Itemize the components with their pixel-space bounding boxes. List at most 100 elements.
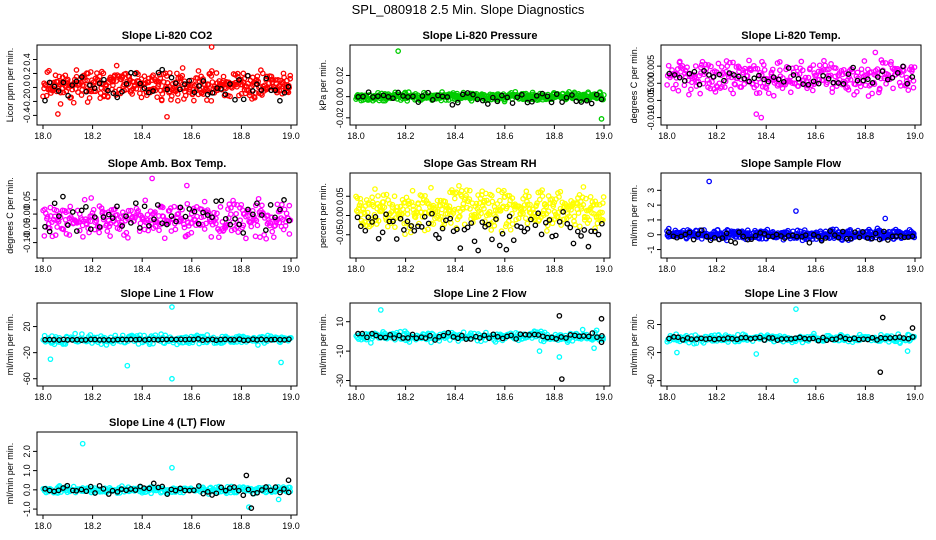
data-point <box>213 70 220 76</box>
data-point <box>449 101 456 108</box>
y-tick-label: -60 <box>646 374 656 387</box>
data-point <box>114 488 121 495</box>
data-point <box>548 99 555 106</box>
x-tick-label: 18.4 <box>133 131 151 141</box>
data-point <box>506 213 513 220</box>
data-point <box>401 227 407 233</box>
data-point <box>62 341 69 347</box>
data-point <box>825 75 832 82</box>
data-point <box>692 63 699 69</box>
data-point <box>564 220 571 227</box>
data-point <box>46 67 52 74</box>
data-point <box>413 335 420 342</box>
data-point <box>281 197 287 203</box>
data-point <box>254 222 261 229</box>
data-point <box>169 464 175 471</box>
data-point <box>96 482 103 489</box>
y-tick-label: -0.05 <box>22 218 32 239</box>
data-point <box>793 377 799 384</box>
data-point <box>810 78 817 85</box>
data-point <box>268 73 275 80</box>
x-tick-label: 18.4 <box>133 264 151 274</box>
data-point <box>244 72 251 79</box>
plot-frame <box>36 431 298 516</box>
data-point <box>199 337 206 343</box>
data-point <box>60 226 67 233</box>
data-point <box>800 81 806 87</box>
data-point <box>798 58 805 65</box>
data-point <box>286 231 293 237</box>
data-point <box>514 94 521 101</box>
data-point <box>765 78 772 85</box>
x-tick-label: 18.0 <box>347 392 365 402</box>
data-point <box>600 194 607 200</box>
data-point <box>820 72 826 79</box>
data-point <box>718 64 725 70</box>
data-point <box>161 235 168 242</box>
data-point <box>405 335 411 341</box>
data-point <box>254 200 260 207</box>
data-point <box>47 356 54 363</box>
data-point <box>253 217 260 224</box>
data-point <box>128 207 134 214</box>
data-point <box>235 229 241 236</box>
x-tick-label: 18.2 <box>397 131 415 141</box>
data-point <box>73 228 80 234</box>
data-point <box>404 218 411 225</box>
data-point <box>464 90 471 96</box>
y-axis-label: Licor ppm per min. <box>5 48 15 123</box>
series-all <box>664 49 918 121</box>
data-point <box>529 206 536 213</box>
data-point <box>665 229 672 236</box>
data-point <box>375 217 382 224</box>
data-point <box>731 72 737 78</box>
data-point <box>375 193 381 199</box>
panel-title: Slope Li-820 Pressure <box>423 30 538 42</box>
y-tick-label: 0.000 <box>646 72 656 95</box>
data-point <box>75 89 81 96</box>
data-point <box>169 304 175 310</box>
data-point <box>681 82 688 89</box>
data-point <box>208 233 215 240</box>
data-point <box>252 233 259 240</box>
data-point <box>215 234 222 241</box>
x-tick-label: 18.8 <box>546 392 564 402</box>
data-point <box>365 214 372 221</box>
data-point <box>272 87 279 94</box>
panel-4: Slope Amb. Box Temp. 18.0 18.2 18.4 18.6 18.8… <box>5 158 300 274</box>
x-tick-label: 19.0 <box>282 131 300 141</box>
data-point <box>539 90 546 97</box>
data-point <box>82 336 89 343</box>
data-point <box>769 66 776 73</box>
data-point <box>721 77 727 84</box>
data-point <box>150 480 157 487</box>
data-point <box>427 332 433 339</box>
x-tick-label: 18.8 <box>233 392 251 402</box>
data-point <box>397 215 404 222</box>
data-point <box>821 57 827 64</box>
data-point <box>556 312 563 319</box>
data-point <box>262 227 269 233</box>
x-tick-label: 18.4 <box>446 264 464 274</box>
series-selected <box>42 193 292 236</box>
data-point <box>817 228 824 235</box>
data-point <box>766 335 772 341</box>
data-point <box>869 235 875 242</box>
data-point <box>445 329 452 336</box>
data-point <box>232 216 238 222</box>
data-point <box>174 70 180 77</box>
data-point <box>409 331 416 338</box>
x-tick-label: 18.6 <box>496 264 514 274</box>
data-point <box>458 332 465 339</box>
data-point <box>119 88 125 95</box>
y-tick-label: -20 <box>22 346 32 359</box>
data-point <box>110 82 116 89</box>
y-tick-label: 0.00 <box>335 88 345 106</box>
data-point <box>583 97 590 104</box>
data-point <box>463 192 469 199</box>
data-point <box>463 187 470 193</box>
data-point <box>879 314 886 321</box>
data-point <box>255 342 261 348</box>
data-point <box>419 93 426 99</box>
data-point <box>496 242 503 249</box>
